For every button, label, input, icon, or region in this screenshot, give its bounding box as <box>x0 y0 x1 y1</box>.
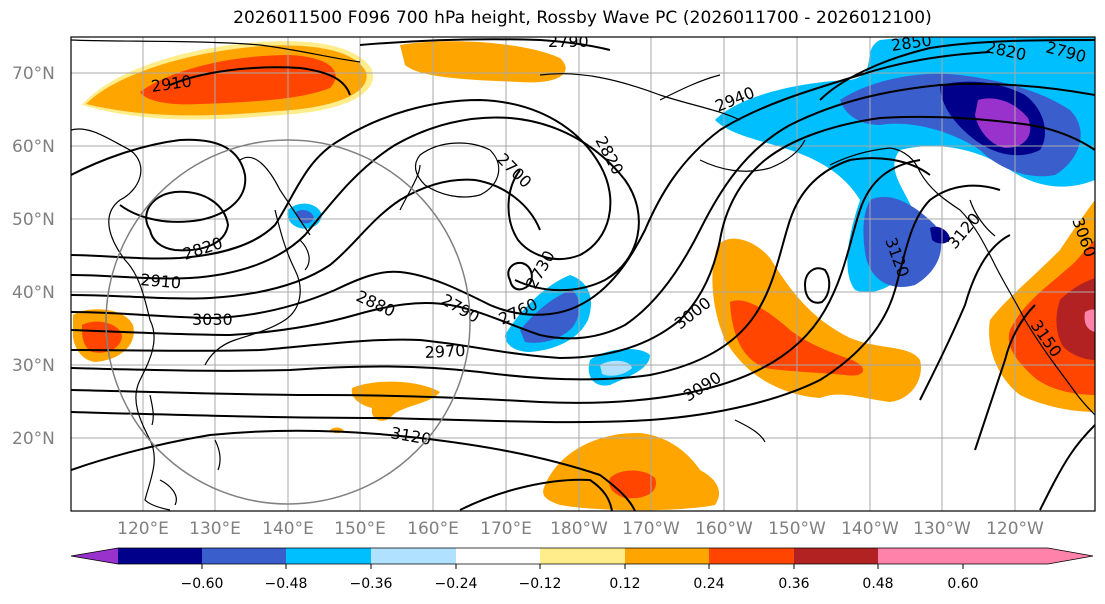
colorbar-segment <box>286 548 371 564</box>
colorbar-tick-label: 0.48 <box>862 576 893 592</box>
contour-label: 2970 <box>424 341 466 362</box>
colorbar-tick-label: 0.36 <box>778 576 809 592</box>
colorbar-segment <box>118 548 202 564</box>
colorbar-segment <box>878 548 963 564</box>
colorbar-tick-label: −0.24 <box>435 576 478 592</box>
graticule <box>71 37 1095 511</box>
longitude-labels: 120°E 130°E 140°E 150°E 160°E 170°E 180°… <box>117 519 1044 539</box>
positive-anomaly-shading <box>73 41 1095 511</box>
map-area: 2910 2790 2850 2820 2790 2940 2700 2820 … <box>71 30 1095 511</box>
colorbar-extend-max <box>963 548 1093 564</box>
colorbar-segment <box>794 548 878 564</box>
colorbar-tick-label: 0.12 <box>609 576 640 592</box>
colorbar-segment <box>456 548 540 564</box>
lat-label: 30°N <box>12 356 55 376</box>
colorbar-segment <box>540 548 625 564</box>
colorbar: −0.60 −0.48 −0.36 −0.24 −0.12 0.12 0.24 … <box>70 547 1094 592</box>
projection-circle <box>105 139 471 505</box>
lon-label: 150°W <box>768 519 826 539</box>
lon-label: 140°W <box>841 519 899 539</box>
colorbar-segment <box>709 548 794 564</box>
lon-label: 160°E <box>407 519 459 539</box>
contour-label: 3030 <box>192 310 233 329</box>
coastlines <box>71 39 1095 511</box>
contour-label: 2790 <box>548 32 589 51</box>
colorbar-tick-label: −0.12 <box>519 576 562 592</box>
contour-label: 2850 <box>890 30 933 54</box>
colorbar-segment <box>625 548 709 564</box>
lon-label: 170°W <box>622 519 680 539</box>
lon-label: 120°W <box>986 519 1044 539</box>
colorbar-tick-label: 0.24 <box>693 576 724 592</box>
colorbar-tick-label: −0.36 <box>350 576 393 592</box>
colorbar-tick-label: −0.48 <box>265 576 308 592</box>
colorbar-tick-label: 0.60 <box>947 576 978 592</box>
lon-label: 130°E <box>189 519 241 539</box>
lat-label: 70°N <box>12 64 55 84</box>
negative-anomaly-shading <box>287 37 1095 386</box>
lon-label: 140°E <box>262 519 314 539</box>
height-contours <box>71 38 1095 511</box>
colorbar-segment <box>371 548 456 564</box>
colorbar-tick-label: −0.60 <box>181 576 224 592</box>
lat-label: 50°N <box>12 210 55 230</box>
lon-label: 170°E <box>480 519 532 539</box>
lat-label: 20°N <box>12 429 55 449</box>
map-title: 2026011500 F096 700 hPa height, Rossby W… <box>233 8 932 28</box>
colorbar-segment <box>202 548 286 564</box>
latitude-labels: 70°N 60°N 50°N 40°N 30°N 20°N <box>12 64 55 449</box>
lon-label: 150°E <box>334 519 386 539</box>
lon-label: 130°W <box>913 519 971 539</box>
map-border <box>70 36 1096 512</box>
contour-label: 2910 <box>140 270 182 292</box>
lat-label: 40°N <box>12 283 55 303</box>
lat-label: 60°N <box>12 137 55 157</box>
lon-label: 160°W <box>695 519 753 539</box>
lon-label: 120°E <box>117 519 169 539</box>
lon-label: 180°W <box>550 519 608 539</box>
colorbar-extend-min <box>71 548 118 564</box>
